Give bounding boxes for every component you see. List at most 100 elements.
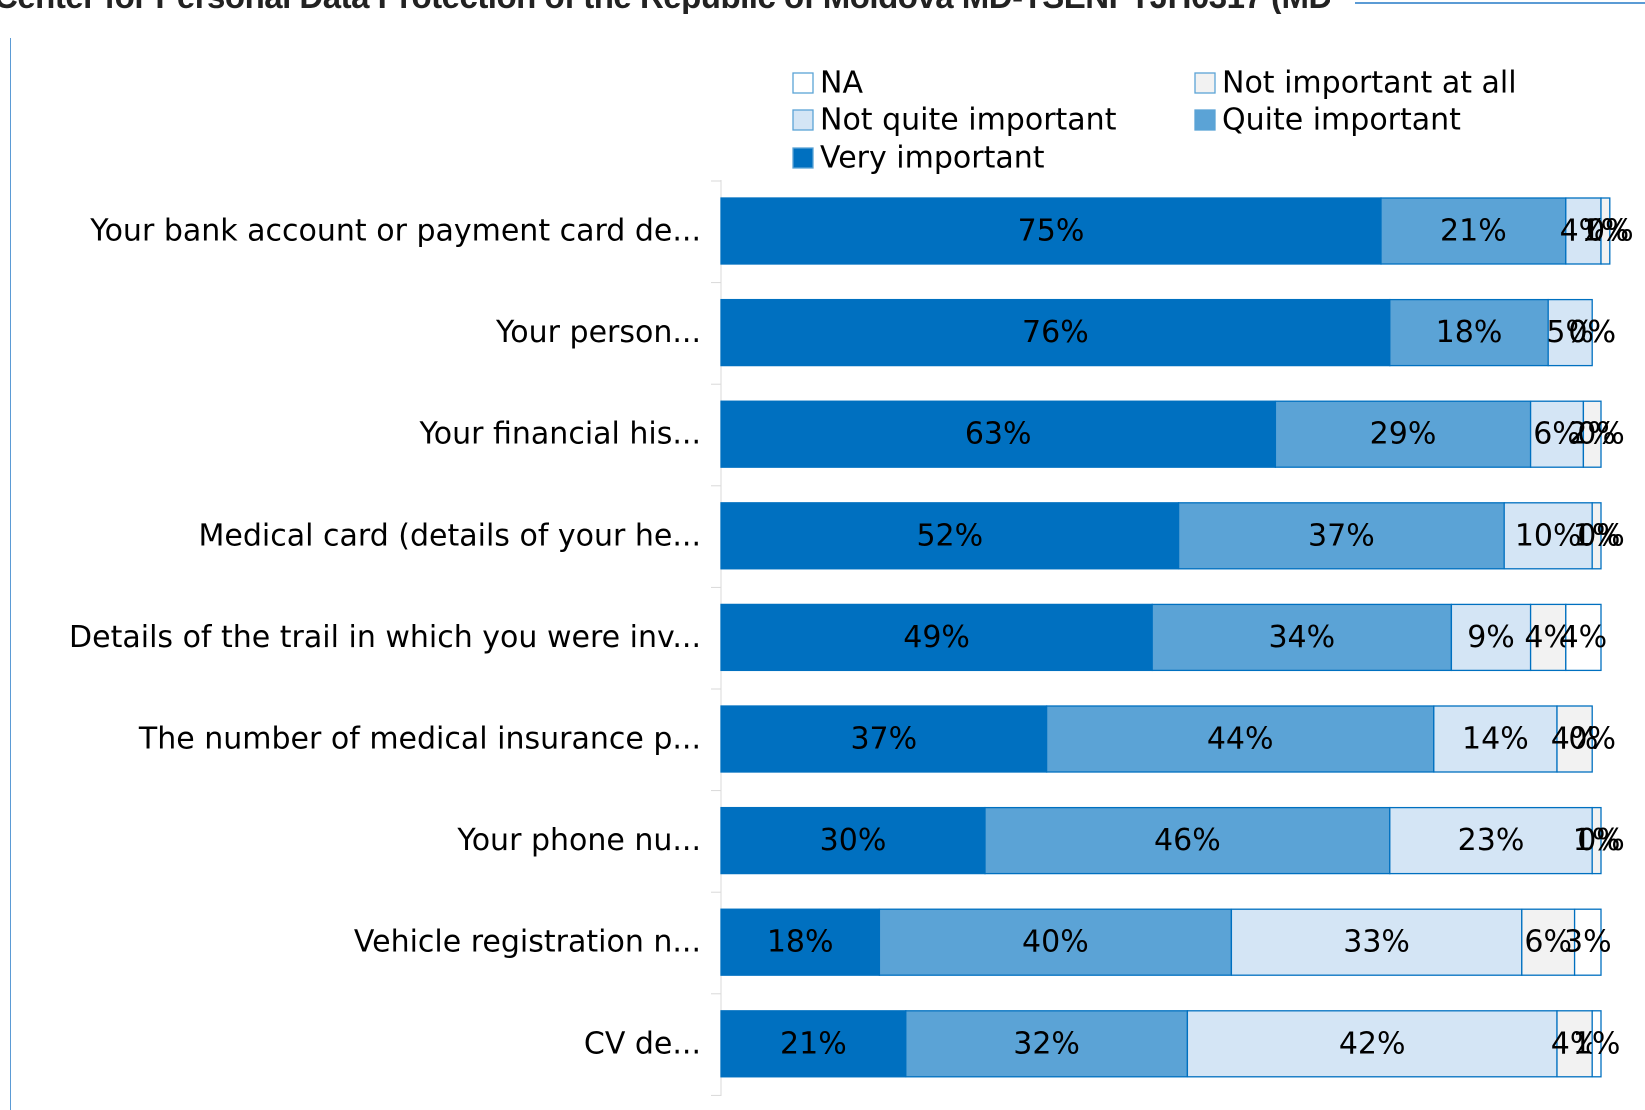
category-label: Your financial his... [418, 417, 701, 452]
legend-item-very-important: Very important [792, 141, 1045, 176]
legend-label: Not important at all [1222, 66, 1517, 101]
data-label: 40% [1022, 925, 1089, 960]
data-label: 10% [1515, 518, 1582, 553]
bar-segment-quite-important [905, 1010, 1189, 1078]
bar-row: 21% 32% 42% 4%1% [720, 1010, 1621, 1078]
data-label: 1% [1573, 1026, 1621, 1061]
bar-segment-quite-important [1274, 400, 1532, 468]
data-label: 0% [1568, 315, 1616, 350]
legend-item-quite-important: Quite important [1194, 103, 1461, 138]
bar-segment-na [1573, 908, 1602, 976]
data-label: 49% [903, 620, 970, 655]
bar-segment-quite-important [984, 806, 1391, 875]
data-label: 32% [1013, 1026, 1080, 1061]
chart-axis [711, 180, 722, 1096]
data-label: 21% [1440, 214, 1507, 249]
bar-segment-quite-important [1380, 197, 1567, 265]
data-label: 18% [767, 925, 834, 960]
bar-row: 75% 21% 4%1%0% [720, 197, 1634, 265]
bar-segment-not-quite-important [1529, 400, 1585, 468]
category-label: Your person... [495, 315, 701, 350]
header-title: Center for Personal Data Protection of t… [0, 0, 1330, 14]
data-label: 4% [1524, 620, 1572, 655]
bar-segment-very-important [720, 502, 1180, 570]
bar-segment-not-quite-important [1547, 298, 1593, 367]
category-label: Your bank account or payment card de... [89, 214, 701, 249]
data-label: 0% [1577, 518, 1625, 553]
bar-row: 76% 18% 5%0%0% [720, 298, 1616, 367]
bar-row: 37% 44% 14% 4%0% [720, 705, 1616, 773]
data-label: 44% [1207, 722, 1274, 757]
data-label: 1% [1582, 214, 1630, 249]
data-label: 4% [1560, 620, 1608, 655]
data-label: 0% [1568, 315, 1616, 350]
bar-segment-na [1591, 1010, 1602, 1078]
bar-segment-very-important [720, 705, 1048, 773]
category-label: Your phone nu... [456, 823, 701, 858]
data-label: 52% [916, 518, 983, 553]
data-label: 42% [1339, 1026, 1406, 1061]
data-label: 0% [1577, 823, 1625, 858]
data-label: 46% [1154, 823, 1221, 858]
data-label: 0% [1577, 417, 1625, 452]
data-label: 1% [1573, 823, 1621, 858]
legend-item-na: NA [792, 66, 863, 101]
legend-swatch [792, 109, 814, 131]
data-label: 0% [1568, 722, 1616, 757]
legend-label: NA [820, 66, 863, 101]
data-label: 3% [1564, 925, 1612, 960]
bar-segment-na [1565, 603, 1602, 672]
bar-segment-very-important [720, 298, 1391, 367]
chart-legend: NA Not important at all Not quite importan… [792, 66, 1517, 176]
category-label: Medical card (details of your he... [199, 518, 701, 553]
data-label: 34% [1268, 620, 1335, 655]
bar-row: 49% 34% 9% 4%4% [720, 603, 1608, 672]
bar-segment-not-quite-important [1503, 502, 1593, 570]
data-label: 4% [1551, 1026, 1599, 1061]
data-label: 1% [1573, 518, 1621, 553]
bar-segment-very-important [720, 400, 1277, 468]
data-label: 0% [1586, 214, 1634, 249]
bar-segment-not-important-at-all [1556, 1010, 1593, 1078]
data-label: 29% [1370, 417, 1437, 452]
chart-header: Center for Personal Data Protection of t… [0, 0, 1330, 14]
bar-segment-very-important [720, 806, 986, 875]
legend-label: Quite important [1222, 103, 1461, 138]
data-label: 5% [1546, 315, 1594, 350]
category-label: The number of medical insurance p... [138, 722, 701, 757]
category-label: Vehicle registration n... [354, 925, 701, 960]
bar-row: 63% 29% 6%2%0% [720, 400, 1625, 468]
data-label: 9% [1467, 620, 1515, 655]
bar-segment-not-quite-important [1450, 603, 1532, 672]
data-label: 37% [1308, 518, 1375, 553]
header-divider [1355, 2, 1645, 4]
legend-item-not-quite-important: Not quite important [792, 103, 1117, 138]
data-label: 4% [1560, 214, 1608, 249]
bar-segment-not-quite-important [1186, 1010, 1558, 1078]
bar-segment-not-important-at-all [1529, 603, 1567, 672]
legend-swatch [1194, 72, 1216, 94]
legend-swatch [792, 147, 814, 169]
bar-segment-not-important-at-all [1582, 400, 1602, 468]
data-label: 76% [1022, 315, 1089, 350]
bar-area: 75% 21% 4%1%0%76% 18% 5%0%0%63% 29% 6%2%0%52% 3… [720, 197, 1634, 1078]
data-label: 33% [1343, 925, 1410, 960]
legend-label: Very important [820, 141, 1045, 176]
category-labels: Your bank account or payment card de... Y… [69, 214, 701, 1062]
bar-segment-quite-important [1389, 298, 1549, 367]
data-label: 4% [1551, 722, 1599, 757]
data-label: 23% [1458, 823, 1525, 858]
bar-segment-not-quite-important [1389, 806, 1593, 875]
legend-item-not-important-at-all: Not important at all [1194, 66, 1517, 101]
bar-segment-very-important [720, 197, 1382, 265]
category-label: Details of the trail in which you were i… [69, 620, 701, 655]
bar-row: 18% 40% 33% 6%3% [720, 908, 1612, 976]
data-label: 30% [820, 823, 887, 858]
bar-segment-not-important-at-all [1521, 908, 1576, 976]
bar-segment-not-important-at-all [1600, 197, 1611, 265]
left-divider [10, 38, 11, 1110]
bar-segment-not-important-at-all [1591, 502, 1602, 570]
data-label: 18% [1436, 315, 1503, 350]
data-label: 63% [965, 417, 1032, 452]
